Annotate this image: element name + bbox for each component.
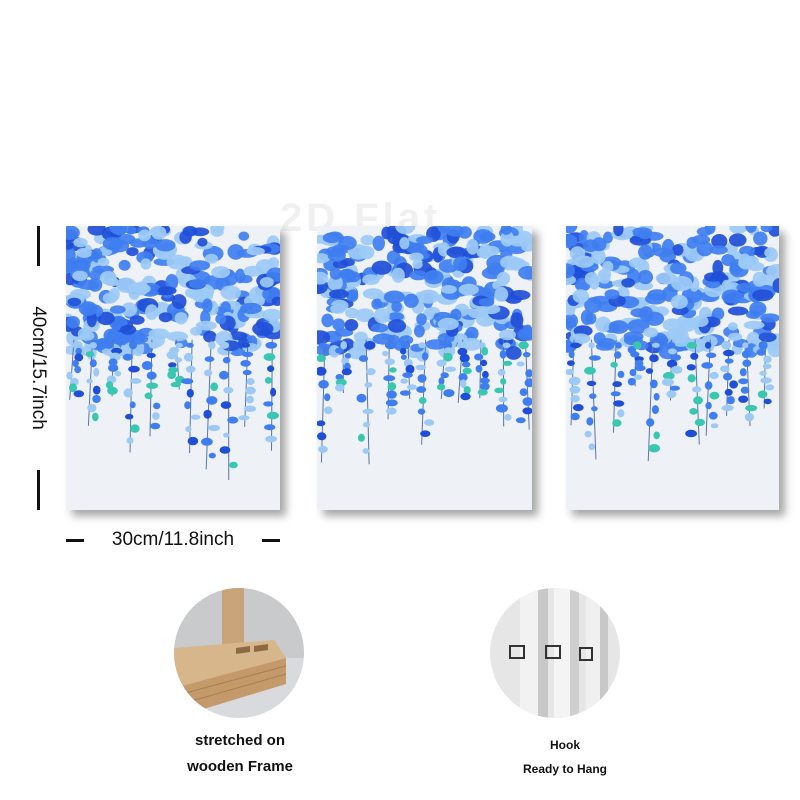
wooden-frame-illustration: [174, 588, 304, 718]
flower-painting: [566, 226, 779, 510]
canvas-panel-left: [66, 226, 280, 510]
height-dimension: 40cm/15.7inch: [26, 226, 50, 510]
flower-painting: [66, 226, 280, 510]
width-dimension: 30cm/11.8inch: [66, 528, 280, 552]
hook-caption-line1: Hook: [550, 738, 580, 752]
height-dimension-line-bottom: [37, 470, 40, 510]
hook-caption-line2: Ready to Hang: [522, 762, 607, 776]
canvas-panel-center: [317, 226, 532, 510]
hook-photo: [490, 588, 620, 718]
hook-illustration: [490, 588, 620, 718]
height-label: 40cm/15.7inch: [28, 306, 49, 430]
wooden-frame-photo: [174, 588, 304, 718]
width-dimension-line-left: [66, 539, 84, 542]
frame-caption-line2: wooden Frame: [187, 758, 293, 775]
canvas-panel-right: [566, 226, 779, 510]
height-dimension-line-top: [37, 226, 40, 266]
width-dimension-line-right: [262, 539, 280, 542]
width-label: 30cm/11.8inch: [111, 529, 235, 550]
flower-painting: [317, 226, 532, 510]
frame-caption-line1: stretched on: [194, 732, 285, 749]
